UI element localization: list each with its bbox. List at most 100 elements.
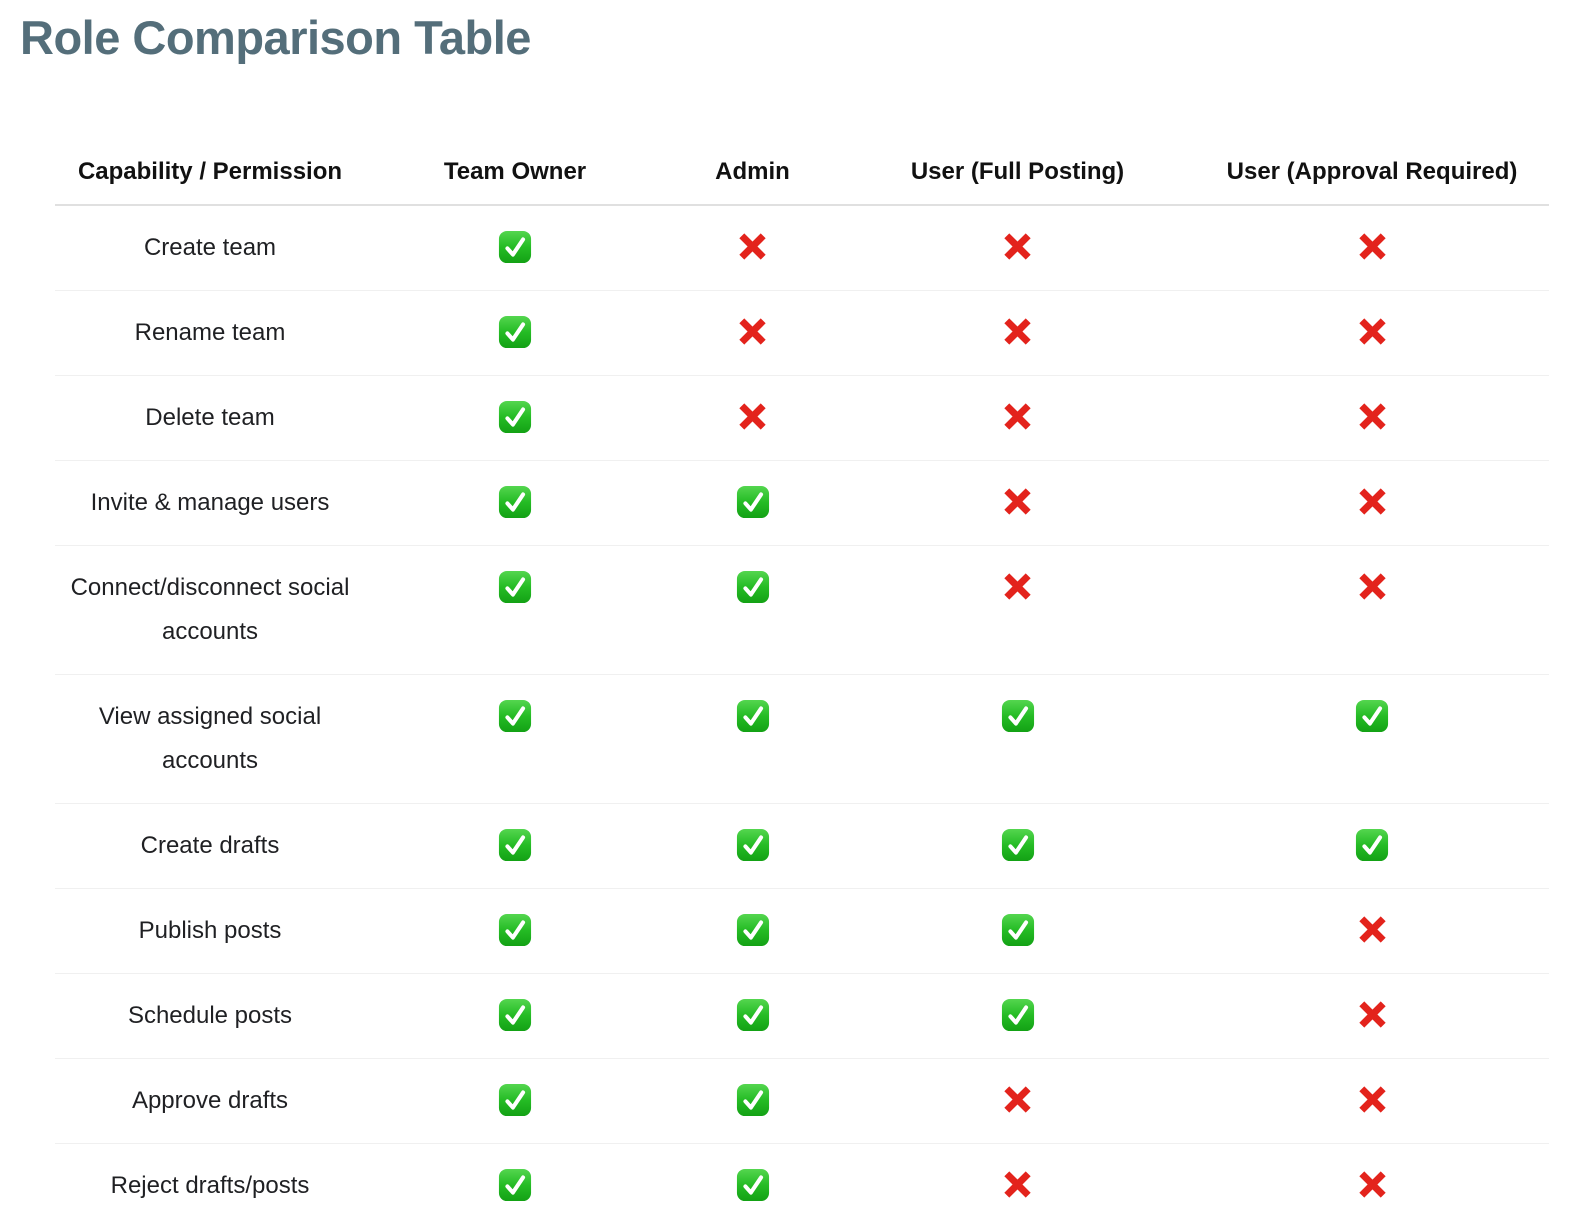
permission-cell-yes <box>665 973 840 1059</box>
table-body: Create team Rename team Delete team Invite … <box>55 205 1549 1226</box>
check-icon <box>736 1083 769 1116</box>
cross-icon <box>1004 1086 1031 1113</box>
capability-label: Rename team <box>134 319 286 346</box>
column-header-capability: Capability / Permission <box>55 140 365 206</box>
capability-label: Approve drafts <box>131 1087 289 1114</box>
page-title: Role Comparison Table <box>20 11 531 64</box>
permission-cell-no <box>840 290 1195 376</box>
cross-icon <box>739 233 766 260</box>
capability-cell: Reject drafts/posts <box>55 1143 365 1226</box>
cross-icon <box>1004 403 1031 430</box>
check-icon <box>498 998 532 1031</box>
check-icon <box>1001 913 1034 946</box>
permission-cell-yes <box>665 1058 840 1144</box>
capability-label: Publish posts <box>138 917 282 944</box>
table-row: Create drafts <box>55 803 1549 889</box>
capability-cell: Approve drafts <box>55 1058 365 1144</box>
cross-icon <box>1004 1171 1031 1198</box>
cross-icon <box>1358 1171 1386 1198</box>
capability-cell: Connect/disconnect social accounts <box>55 545 365 675</box>
capability-cell: Delete team <box>55 375 365 461</box>
permission-cell-yes <box>665 460 840 546</box>
check-icon <box>736 1168 769 1201</box>
column-header-user-approval-required: User (Approval Required) <box>1195 140 1549 206</box>
capability-cell: Rename team <box>55 290 365 376</box>
permission-cell-no <box>665 375 840 461</box>
capability-cell: View assigned social accounts <box>55 674 365 804</box>
cross-icon <box>1004 573 1031 600</box>
cross-icon <box>1004 318 1031 345</box>
table-row: Schedule posts <box>55 973 1549 1059</box>
cross-icon <box>1004 233 1031 260</box>
table-row: Publish posts <box>55 888 1549 974</box>
check-icon <box>1355 699 1389 732</box>
check-icon <box>736 828 769 861</box>
table-row: Create team <box>55 205 1549 291</box>
check-icon <box>498 400 532 433</box>
check-icon <box>498 828 532 861</box>
capability-cell: Schedule posts <box>55 973 365 1059</box>
permission-cell-no <box>840 545 1195 675</box>
table-row: View assigned social accounts <box>55 674 1549 804</box>
check-icon <box>736 913 769 946</box>
capability-label: Schedule posts <box>127 1002 293 1029</box>
permission-cell-yes <box>365 290 665 376</box>
permission-cell-no <box>1195 973 1549 1059</box>
table-row: Delete team <box>55 375 1549 461</box>
check-icon <box>1355 828 1389 861</box>
permission-cell-yes <box>365 674 665 804</box>
capability-label: Delete team <box>145 404 275 431</box>
capability-label: Reject drafts/posts <box>110 1172 310 1199</box>
permission-cell-yes <box>365 803 665 889</box>
capability-cell: Invite & manage users <box>55 460 365 546</box>
check-icon <box>1001 998 1034 1031</box>
permission-cell-yes <box>1195 803 1549 889</box>
cross-icon <box>1358 573 1386 600</box>
cross-icon <box>1358 1086 1386 1113</box>
permission-cell-no <box>1195 1143 1549 1226</box>
table-row: Connect/disconnect social accounts <box>55 545 1549 675</box>
permission-cell-no <box>665 290 840 376</box>
header-row: Capability / Permission Team Owner Admin… <box>55 140 1549 206</box>
permission-cell-no <box>840 460 1195 546</box>
permission-cell-no <box>665 205 840 291</box>
check-icon <box>1001 699 1034 732</box>
capability-cell: Create drafts <box>55 803 365 889</box>
column-header-user-full-posting: User (Full Posting) <box>840 140 1195 206</box>
table-header: Capability / Permission Team Owner Admin… <box>55 140 1549 206</box>
permission-cell-yes <box>665 1143 840 1226</box>
check-icon <box>498 230 532 263</box>
check-icon <box>1001 828 1034 861</box>
permission-cell-no <box>840 205 1195 291</box>
check-icon <box>498 1168 532 1201</box>
permission-cell-yes <box>365 460 665 546</box>
cross-icon <box>1358 318 1386 345</box>
permission-cell-yes <box>365 375 665 461</box>
table-row: Rename team <box>55 290 1549 376</box>
cross-icon <box>1358 1001 1386 1028</box>
table-row: Reject drafts/posts <box>55 1143 1549 1226</box>
permission-cell-no <box>840 1143 1195 1226</box>
permission-cell-no <box>840 375 1195 461</box>
check-icon <box>736 485 769 518</box>
check-icon <box>736 699 769 732</box>
cross-icon <box>1358 403 1386 430</box>
permission-cell-yes <box>365 1143 665 1226</box>
permission-cell-yes <box>365 1058 665 1144</box>
column-header-admin: Admin <box>665 140 840 206</box>
check-icon <box>498 485 532 518</box>
table-row: Invite & manage users <box>55 460 1549 546</box>
permission-cell-yes <box>665 545 840 675</box>
permission-cell-yes <box>365 545 665 675</box>
permission-cell-no <box>840 1058 1195 1144</box>
permission-cell-no <box>1195 205 1549 291</box>
permission-cell-no <box>1195 460 1549 546</box>
cross-icon <box>1358 233 1386 260</box>
role-comparison-table: Capability / Permission Team Owner Admin… <box>55 140 1549 1226</box>
capability-label: Create team <box>143 234 277 261</box>
permission-cell-yes <box>840 803 1195 889</box>
table-row: Approve drafts <box>55 1058 1549 1144</box>
permission-cell-no <box>1195 290 1549 376</box>
cross-icon <box>1004 488 1031 515</box>
